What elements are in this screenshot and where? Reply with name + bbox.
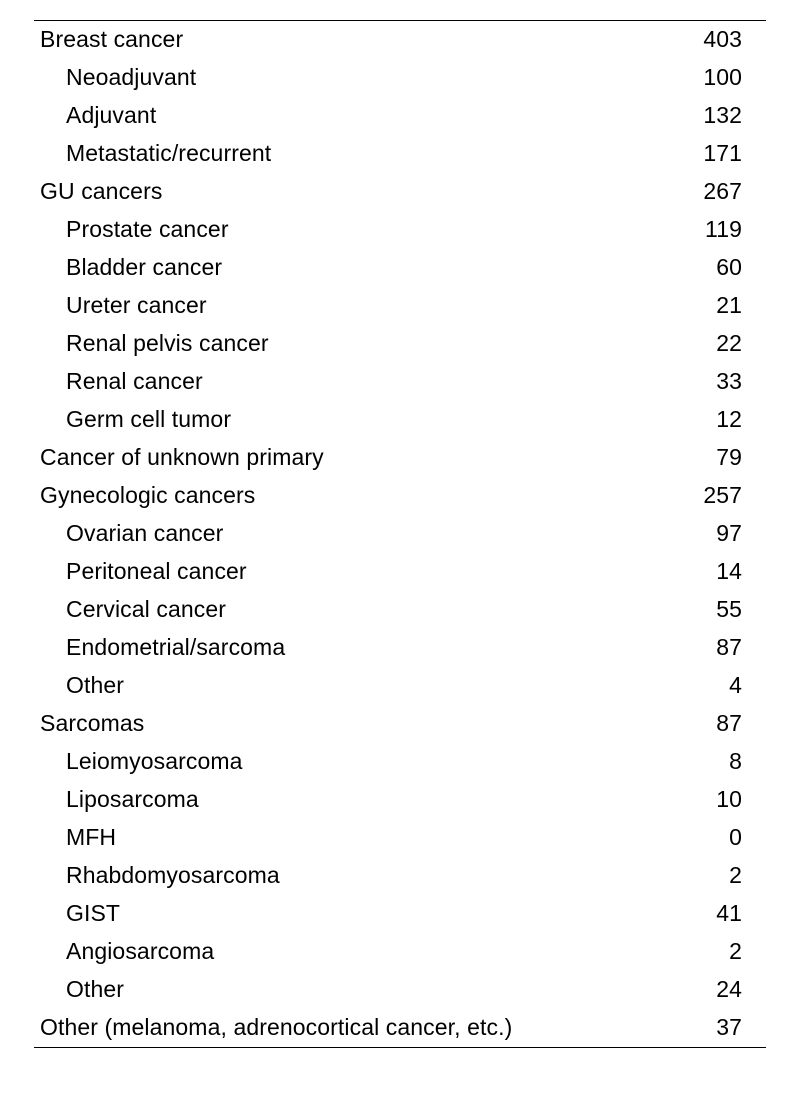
row-value: 2 (622, 933, 766, 971)
row-value: 37 (622, 1009, 766, 1048)
row-value: 2 (622, 857, 766, 895)
row-label: Cancer of unknown primary (34, 439, 622, 477)
row-value: 24 (622, 971, 766, 1009)
cancer-table: Breast cancer403Neoadjuvant100Adjuvant13… (34, 20, 766, 1048)
table-row: GIST41 (34, 895, 766, 933)
row-value: 10 (622, 781, 766, 819)
table-row: Ovarian cancer97 (34, 515, 766, 553)
row-label: Bladder cancer (34, 249, 622, 287)
table-row: Liposarcoma10 (34, 781, 766, 819)
cancer-table-body: Breast cancer403Neoadjuvant100Adjuvant13… (34, 21, 766, 1048)
row-label: Peritoneal cancer (34, 553, 622, 591)
row-label: Angiosarcoma (34, 933, 622, 971)
table-row: Prostate cancer119 (34, 211, 766, 249)
row-label: Ureter cancer (34, 287, 622, 325)
table-row: Peritoneal cancer14 (34, 553, 766, 591)
table-row: Metastatic/recurrent171 (34, 135, 766, 173)
table-row: Adjuvant132 (34, 97, 766, 135)
row-value: 14 (622, 553, 766, 591)
row-label: Liposarcoma (34, 781, 622, 819)
row-label: Rhabdomyosarcoma (34, 857, 622, 895)
row-label: Other (34, 971, 622, 1009)
row-label: Metastatic/recurrent (34, 135, 622, 173)
row-value: 60 (622, 249, 766, 287)
table-row: Rhabdomyosarcoma2 (34, 857, 766, 895)
row-value: 171 (622, 135, 766, 173)
table-row: Bladder cancer60 (34, 249, 766, 287)
row-value: 87 (622, 629, 766, 667)
row-value: 21 (622, 287, 766, 325)
row-value: 8 (622, 743, 766, 781)
row-value: 119 (622, 211, 766, 249)
table-row: Cervical cancer55 (34, 591, 766, 629)
row-value: 22 (622, 325, 766, 363)
row-label: GIST (34, 895, 622, 933)
row-value: 257 (622, 477, 766, 515)
row-label: Neoadjuvant (34, 59, 622, 97)
row-value: 403 (622, 21, 766, 60)
row-value: 55 (622, 591, 766, 629)
table-row: Gynecologic cancers257 (34, 477, 766, 515)
table-row: GU cancers267 (34, 173, 766, 211)
table-row: Endometrial/sarcoma87 (34, 629, 766, 667)
row-value: 4 (622, 667, 766, 705)
row-label: Sarcomas (34, 705, 622, 743)
row-label: GU cancers (34, 173, 622, 211)
table-row: Other24 (34, 971, 766, 1009)
row-value: 97 (622, 515, 766, 553)
row-value: 79 (622, 439, 766, 477)
table-row: Renal cancer33 (34, 363, 766, 401)
row-value: 100 (622, 59, 766, 97)
row-value: 12 (622, 401, 766, 439)
row-value: 0 (622, 819, 766, 857)
table-row: Leiomyosarcoma8 (34, 743, 766, 781)
row-label: Other (melanoma, adrenocortical cancer, … (34, 1009, 622, 1048)
row-label: Renal cancer (34, 363, 622, 401)
row-label: Renal pelvis cancer (34, 325, 622, 363)
table-row: Ureter cancer21 (34, 287, 766, 325)
table-row: Cancer of unknown primary79 (34, 439, 766, 477)
row-value: 41 (622, 895, 766, 933)
row-label: Adjuvant (34, 97, 622, 135)
row-label: MFH (34, 819, 622, 857)
row-label: Gynecologic cancers (34, 477, 622, 515)
table-row: Germ cell tumor12 (34, 401, 766, 439)
table-row: Breast cancer403 (34, 21, 766, 60)
row-value: 132 (622, 97, 766, 135)
table-row: Renal pelvis cancer22 (34, 325, 766, 363)
row-label: Germ cell tumor (34, 401, 622, 439)
row-label: Other (34, 667, 622, 705)
table-row: MFH0 (34, 819, 766, 857)
row-value: 87 (622, 705, 766, 743)
row-label: Cervical cancer (34, 591, 622, 629)
row-label: Ovarian cancer (34, 515, 622, 553)
row-value: 267 (622, 173, 766, 211)
row-label: Prostate cancer (34, 211, 622, 249)
table-row: Angiosarcoma2 (34, 933, 766, 971)
table-row: Other (melanoma, adrenocortical cancer, … (34, 1009, 766, 1048)
row-value: 33 (622, 363, 766, 401)
row-label: Endometrial/sarcoma (34, 629, 622, 667)
cancer-table-container: Breast cancer403Neoadjuvant100Adjuvant13… (0, 0, 800, 1072)
table-row: Sarcomas87 (34, 705, 766, 743)
row-label: Leiomyosarcoma (34, 743, 622, 781)
table-row: Neoadjuvant100 (34, 59, 766, 97)
row-label: Breast cancer (34, 21, 622, 60)
table-row: Other4 (34, 667, 766, 705)
